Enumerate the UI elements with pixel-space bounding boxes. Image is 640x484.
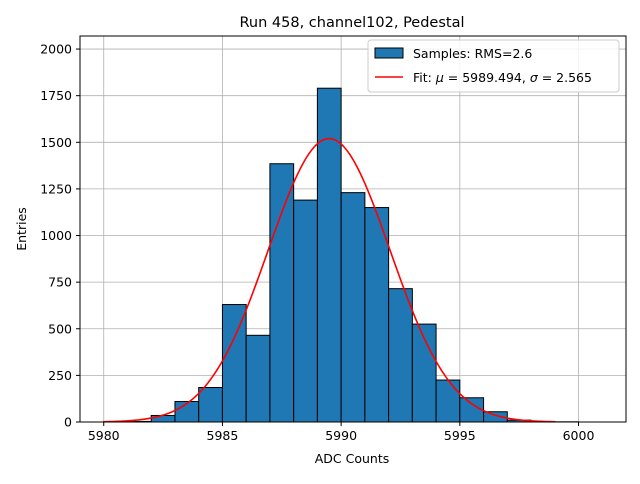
y-tick-label: 500 — [48, 321, 72, 336]
legend-mu-value: = 5989.494, — [444, 70, 530, 85]
x-tick-label: 5995 — [444, 428, 476, 443]
histogram-bar — [294, 200, 318, 422]
histogram-bar — [246, 335, 270, 422]
chart-title: Run 458, channel102, Pedestal — [239, 15, 464, 31]
y-tick-label: 0 — [64, 415, 72, 430]
histogram-bar — [341, 193, 365, 422]
histogram-bar — [436, 380, 460, 422]
histogram-bar — [151, 415, 175, 422]
x-axis-label: ADC Counts — [315, 451, 390, 466]
y-tick-label: 1250 — [40, 181, 72, 196]
legend-samples-label: Samples: RMS=2.6 — [413, 46, 532, 61]
y-tick-label: 2000 — [40, 42, 72, 57]
x-tick-label: 6000 — [563, 428, 595, 443]
y-tick-label: 1000 — [40, 228, 72, 243]
histogram-bar — [175, 401, 199, 422]
histogram-bar — [270, 164, 294, 422]
legend-fit-label: Fit: μ = 5989.494, σ = 2.565 — [413, 70, 592, 85]
y-tick-label: 1750 — [40, 88, 72, 103]
x-tick-label: 5985 — [207, 428, 239, 443]
y-tick-label: 1500 — [40, 135, 72, 150]
histogram-bar — [460, 398, 484, 422]
legend-mu-symbol: μ — [435, 70, 444, 85]
histogram-bar — [222, 305, 246, 422]
legend-samples-swatch — [375, 48, 403, 58]
histogram-bar — [389, 289, 413, 422]
legend-fit-prefix: Fit: — [413, 70, 436, 85]
y-tick-label: 750 — [48, 275, 72, 290]
x-tick-label: 5990 — [325, 428, 357, 443]
legend: Samples: RMS=2.6 Fit: μ = 5989.494, σ = … — [368, 40, 619, 92]
histogram-bar — [199, 388, 223, 422]
histogram-bar — [365, 208, 389, 422]
legend-sigma-value: = 2.565 — [538, 70, 592, 85]
y-tick-label: 250 — [48, 368, 72, 383]
x-tick-label: 5980 — [88, 428, 120, 443]
y-axis-label: Entries — [14, 207, 29, 251]
